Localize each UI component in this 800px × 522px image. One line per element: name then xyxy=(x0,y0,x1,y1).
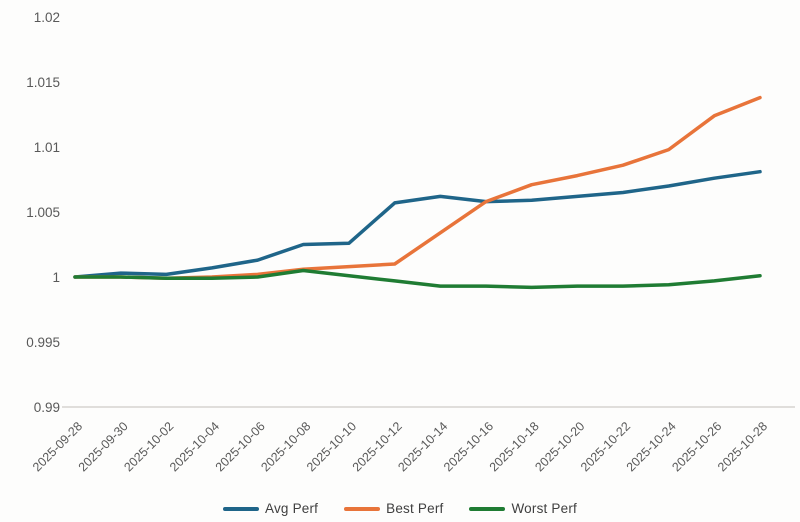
y-tick-label: 1.01 xyxy=(34,140,60,155)
legend-swatch-worst-perf xyxy=(469,506,506,511)
legend-item-worst-perf[interactable]: Worst Perf xyxy=(469,501,577,516)
legend-item-best-perf[interactable]: Best Perf xyxy=(344,501,443,516)
legend-swatch-best-perf xyxy=(344,506,381,511)
series-line-avg-perf xyxy=(73,169,762,279)
legend-label: Worst Perf xyxy=(511,501,577,516)
y-tick-label: 1.02 xyxy=(34,10,60,25)
y-tick-label: 1.005 xyxy=(26,205,60,220)
legend-item-avg-perf[interactable]: Avg Perf xyxy=(223,501,318,516)
series-line-worst-perf xyxy=(73,268,762,290)
legend-label: Best Perf xyxy=(386,501,444,516)
y-tick-label: 0.995 xyxy=(26,335,60,350)
legend-label: Avg Perf xyxy=(265,501,319,516)
x-tick-label: 2025-10-28 xyxy=(715,419,770,474)
legend-swatch-avg-perf xyxy=(223,506,259,511)
y-tick-label: 1 xyxy=(52,270,60,285)
y-tick-label: 1.015 xyxy=(26,75,60,90)
y-tick-label: 0.99 xyxy=(34,400,60,415)
chart-canvas: 0.990.99511.0051.011.0151.022025-09-2820… xyxy=(26,10,795,474)
chart-legend: Avg Perf Best Perf Worst Perf xyxy=(0,501,800,516)
